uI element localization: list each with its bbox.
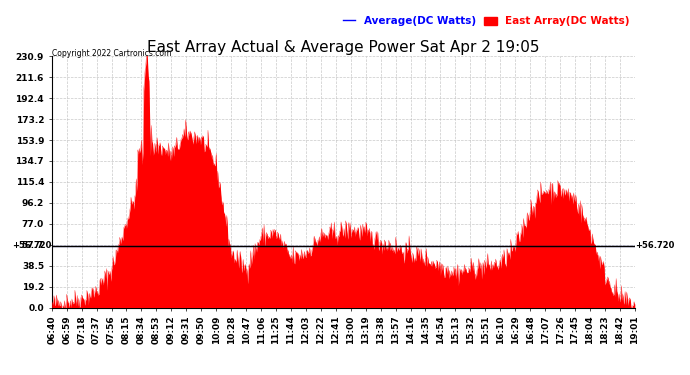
Legend: Average(DC Watts), East Array(DC Watts): Average(DC Watts), East Array(DC Watts) xyxy=(343,16,629,26)
Title: East Array Actual & Average Power Sat Apr 2 19:05: East Array Actual & Average Power Sat Ap… xyxy=(147,40,540,55)
Text: Copyright 2022 Cartronics.com: Copyright 2022 Cartronics.com xyxy=(52,49,171,58)
Text: +56.720: +56.720 xyxy=(12,241,51,250)
Text: +56.720: +56.720 xyxy=(635,241,675,250)
